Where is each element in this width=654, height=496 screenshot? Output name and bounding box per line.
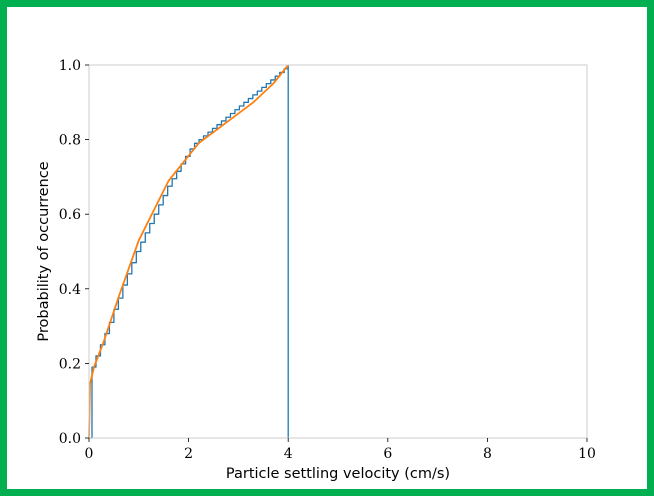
y-tick-label: 0.2 bbox=[59, 356, 81, 372]
fitted-cdf-line bbox=[88, 64, 289, 439]
x-tick-label: 4 bbox=[284, 446, 293, 462]
x-tick-label: 0 bbox=[85, 446, 94, 462]
y-tick-label: 0.0 bbox=[59, 431, 81, 447]
x-tick-label: 2 bbox=[184, 446, 193, 462]
x-tick-label: 8 bbox=[483, 446, 492, 462]
empirical-cdf-step-line bbox=[89, 64, 289, 439]
y-tick-label: 0.6 bbox=[59, 207, 81, 223]
x-tick-label: 10 bbox=[578, 446, 596, 462]
plot-area-border bbox=[88, 64, 588, 439]
y-tick-label: 0.8 bbox=[59, 133, 81, 149]
x-tick-label: 6 bbox=[383, 446, 392, 462]
y-tick-label: 1.0 bbox=[59, 58, 81, 74]
y-axis-title: Probability of occurrence bbox=[36, 161, 52, 341]
y-tick-label: 0.4 bbox=[59, 282, 81, 298]
x-axis-title: Particle settling velocity (cm/s) bbox=[226, 466, 450, 482]
